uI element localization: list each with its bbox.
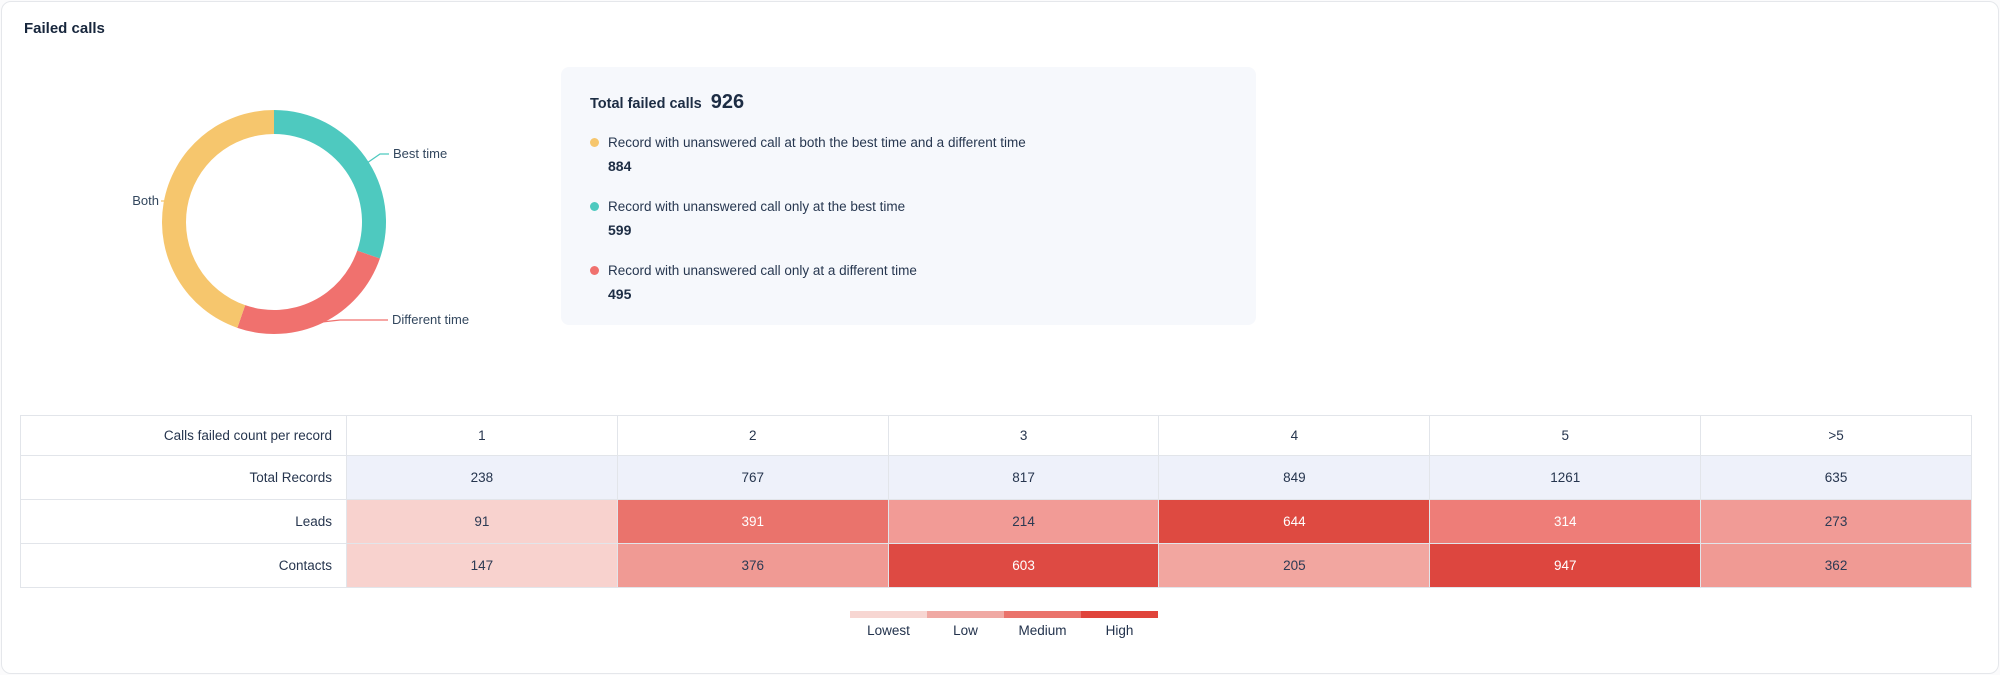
best-time-dot-icon xyxy=(590,202,599,211)
heatmap-scale-legend: Lowest Low Medium High xyxy=(850,611,1158,640)
heat-cell[interactable]: 603 xyxy=(887,543,1160,588)
total-failed-calls: Total failed calls 926 xyxy=(590,91,1226,114)
both-dot-icon xyxy=(590,138,599,147)
card-title: Failed calls xyxy=(24,20,105,37)
table-cell[interactable]: 849 xyxy=(1158,455,1431,500)
table-row-total-records: Total Records 238 767 817 849 1261 635 xyxy=(20,455,1972,500)
legend-items: Record with unanswered call at both the … xyxy=(590,134,1226,302)
heat-cell[interactable]: 314 xyxy=(1429,499,1702,544)
scale-swatch-high xyxy=(1081,611,1158,618)
row-label: Total Records xyxy=(20,455,347,500)
table-cell[interactable]: 238 xyxy=(346,455,618,500)
different-time-dot-icon xyxy=(590,266,599,275)
different-time-callout-line xyxy=(321,319,388,323)
heat-cell[interactable]: 205 xyxy=(1158,543,1431,588)
failed-calls-donut-chart: Best time Both Different time xyxy=(132,110,469,335)
scale-swatch-low xyxy=(927,611,1004,618)
table-row-contacts: Contacts 147 376 603 205 947 362 xyxy=(20,543,1972,588)
scale-label: Low xyxy=(953,623,978,638)
legend-item-value: 495 xyxy=(608,286,632,302)
legend-item-both: Record with unanswered call at both the … xyxy=(590,134,1226,174)
column-header: Calls failed count per record xyxy=(20,415,347,456)
heat-cell[interactable]: 362 xyxy=(1700,543,1972,588)
heat-cell[interactable]: 91 xyxy=(346,499,618,544)
donut-segment-different-time[interactable] xyxy=(237,250,380,335)
column-header: 5 xyxy=(1429,415,1702,456)
heat-cell[interactable]: 214 xyxy=(887,499,1160,544)
legend-item-value: 599 xyxy=(608,222,632,238)
table-cell[interactable]: 767 xyxy=(616,455,889,500)
total-failed-calls-value: 926 xyxy=(710,91,745,113)
scale-label: High xyxy=(1105,623,1134,638)
heat-cell[interactable]: 947 xyxy=(1429,543,1702,588)
total-failed-calls-label: Total failed calls xyxy=(590,96,702,112)
scale-swatch-lowest xyxy=(850,611,927,618)
scale-label: Lowest xyxy=(867,623,910,638)
table-cell[interactable]: 1261 xyxy=(1429,455,1702,500)
donut-legend-panel: Total failed calls 926 Record with unans… xyxy=(561,67,1256,325)
table-cell[interactable]: 635 xyxy=(1700,455,1972,500)
legend-item-value: 884 xyxy=(608,158,632,174)
heat-cell[interactable]: 147 xyxy=(346,543,618,588)
calls-failed-heatmap-table: Calls failed count per record 1 2 3 4 5 … xyxy=(20,415,1972,588)
column-header: >5 xyxy=(1700,415,1972,456)
legend-item-text: Record with unanswered call only at a di… xyxy=(608,263,917,278)
heat-cell[interactable]: 376 xyxy=(616,543,889,588)
legend-item-text: Record with unanswered call at both the … xyxy=(608,135,1026,150)
donut-segment-best-time[interactable] xyxy=(274,110,387,259)
legend-item-different-time: Record with unanswered call only at a di… xyxy=(590,262,1226,302)
donut-segments[interactable] xyxy=(161,110,387,335)
legend-item-text: Record with unanswered call only at the … xyxy=(608,199,906,214)
heat-cell[interactable]: 644 xyxy=(1158,499,1431,544)
column-header: 3 xyxy=(887,415,1160,456)
heatmap-scale-labels: Lowest Low Medium High xyxy=(850,622,1158,640)
heat-cell[interactable]: 391 xyxy=(616,499,889,544)
row-label: Leads xyxy=(20,499,347,544)
table-cell[interactable]: 817 xyxy=(887,455,1160,500)
column-header: 2 xyxy=(616,415,889,456)
donut-segment-both[interactable] xyxy=(161,110,274,328)
table-row-leads: Leads 91 391 214 644 314 273 xyxy=(20,499,1972,544)
row-label: Contacts xyxy=(20,543,347,588)
different-time-callout-label: Different time xyxy=(392,312,469,327)
scale-swatch-medium xyxy=(1004,611,1081,618)
heat-cell[interactable]: 273 xyxy=(1700,499,1972,544)
both-callout-label: Both xyxy=(132,193,159,208)
best-time-callout-label: Best time xyxy=(393,146,447,161)
legend-item-best-time: Record with unanswered call only at the … xyxy=(590,198,1226,238)
heatmap-scale-bar xyxy=(850,611,1158,618)
scale-label: Medium xyxy=(1018,623,1067,638)
table-header-row: Calls failed count per record 1 2 3 4 5 … xyxy=(20,415,1972,456)
best-time-callout-line xyxy=(366,153,389,164)
column-header: 4 xyxy=(1158,415,1431,456)
column-header: 1 xyxy=(346,415,618,456)
